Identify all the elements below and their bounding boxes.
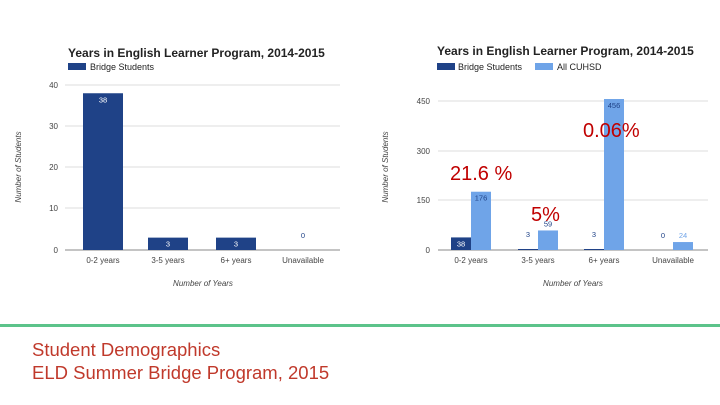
left-bar-0-2-years [83, 93, 123, 250]
left-yaxis-label: Number of Students [14, 131, 23, 202]
left-legend-swatch-bridge [68, 63, 86, 70]
right-ytick-450: 450 [417, 97, 431, 106]
left-ytick-30: 30 [49, 122, 58, 131]
left-xtick-unavailable: Unavailable [282, 256, 324, 265]
left-bar-label-unavailable: 0 [301, 231, 305, 240]
left-ytick-10: 10 [49, 204, 58, 213]
right-bar-cuhsd-6plus-years [604, 99, 624, 250]
right-xtick-3-5-years: 3-5 years [521, 256, 554, 265]
right-ytick-300: 300 [417, 147, 431, 156]
right-xtick-6plus-years: 6+ years [589, 256, 620, 265]
left-legend-label-bridge: Bridge Students [90, 62, 155, 72]
right-xtick-unavailable: Unavailable [652, 256, 694, 265]
right-bar-bridge-3-5-years [518, 249, 538, 250]
caption-line-1: Student Demographics [32, 339, 221, 360]
right-label-bridge-3-5-years: 3 [526, 230, 530, 239]
right-yaxis-label: Number of Students [381, 131, 390, 202]
right-ytick-150: 150 [417, 196, 431, 205]
left-ytick-40: 40 [49, 81, 58, 90]
left-chart: Years in English Learner Program, 2014-2… [14, 46, 340, 288]
right-label-cuhsd-6plus-years: 456 [608, 101, 621, 110]
annotation-6plus-percent: 0.06% [583, 120, 640, 142]
left-bar-6plus-years [216, 237, 256, 250]
left-xtick-6plus-years: 6+ years [221, 256, 252, 265]
right-legend-swatch-cuhsd [535, 63, 553, 70]
left-xtick-0-2-years: 0-2 years [86, 256, 119, 265]
right-label-cuhsd-0-2-years: 176 [475, 194, 488, 203]
left-ytick-20: 20 [49, 163, 58, 172]
right-legend-swatch-bridge [437, 63, 455, 70]
right-legend-label-bridge: Bridge Students [458, 62, 523, 72]
right-xaxis-label: Number of Years [543, 279, 603, 288]
right-chart: Years in English Learner Program, 2014-2… [381, 44, 708, 288]
right-bar-bridge-0-2-years [451, 237, 471, 250]
right-bar-cuhsd-unavailable [673, 242, 693, 250]
right-bar-cuhsd-0-2-years [471, 191, 491, 250]
annotation-3-5-percent: 5% [531, 204, 560, 226]
right-label-cuhsd-3-5-years: 59 [544, 219, 552, 228]
left-xtick-3-5-years: 3-5 years [151, 256, 184, 265]
left-bar-label-6plus-years: 3 [234, 240, 238, 249]
right-xtick-0-2-years: 0-2 years [454, 256, 487, 265]
right-label-bridge-0-2-years: 38 [457, 239, 465, 248]
left-ytick-0: 0 [54, 246, 59, 255]
annotation-0-2-percent: 21.6 % [450, 163, 512, 185]
left-chart-title: Years in English Learner Program, 2014-2… [68, 46, 325, 60]
right-bar-bridge-6plus-years [584, 249, 604, 250]
right-chart-title: Years in English Learner Program, 2014-2… [437, 44, 694, 58]
left-bar-3-5-years [148, 237, 188, 250]
divider-line [0, 324, 720, 327]
right-legend-label-cuhsd: All CUHSD [557, 62, 602, 72]
slide-caption: Student Demographics ELD Summer Bridge P… [32, 338, 329, 384]
right-label-bridge-unavailable: 0 [661, 231, 665, 240]
right-label-bridge-6plus-years: 3 [592, 230, 596, 239]
right-bar-cuhsd-3-5-years [538, 230, 558, 250]
left-bar-label-0-2-years: 38 [99, 95, 107, 104]
left-xaxis-label: Number of Years [173, 279, 233, 288]
right-label-cuhsd-unavailable: 24 [679, 231, 687, 240]
left-bar-label-3-5-years: 3 [166, 240, 170, 249]
caption-line-2: ELD Summer Bridge Program, 2015 [32, 362, 330, 383]
right-ytick-0: 0 [426, 246, 431, 255]
